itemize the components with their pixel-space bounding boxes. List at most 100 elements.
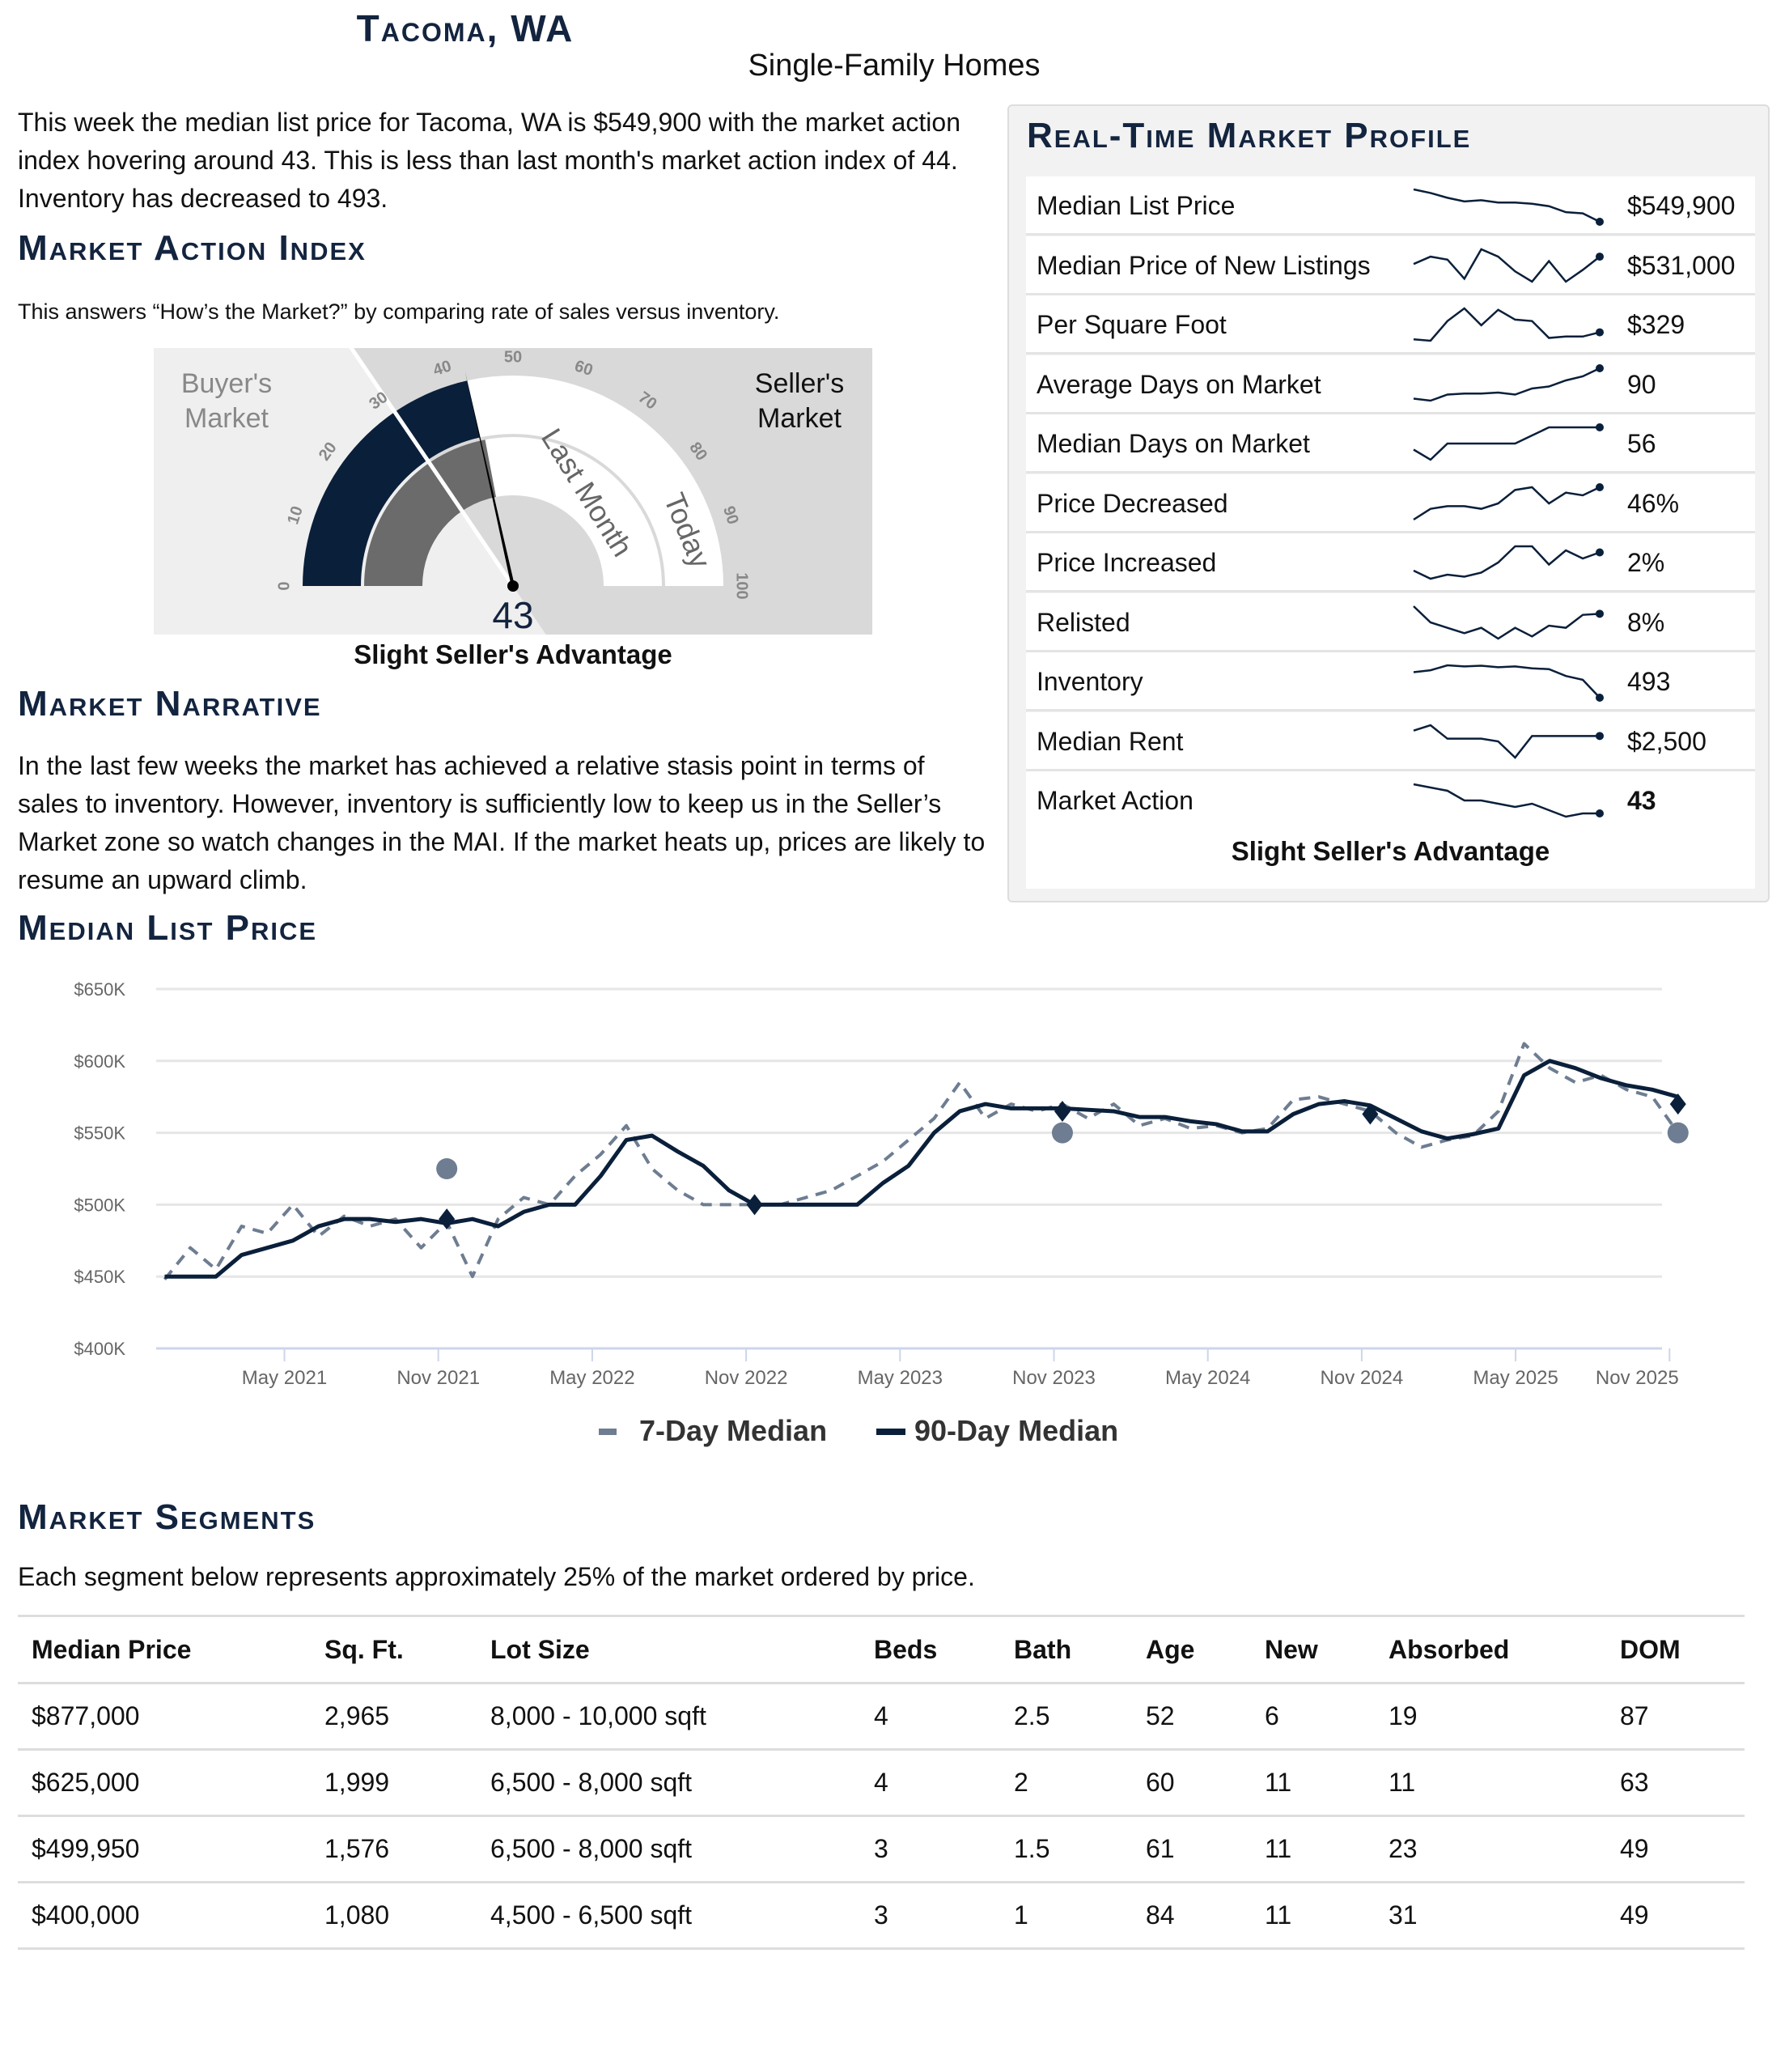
gauge-status: Slight Seller's Advantage (354, 639, 672, 669)
gauge-tick-label: 0 (275, 581, 293, 590)
sparkline-line (1413, 724, 1600, 759)
threshold-divider (349, 348, 515, 588)
90-day-marker (1669, 1093, 1686, 1115)
sparkline-end-dot (1596, 423, 1604, 431)
profile-label: Median Days on Market (1037, 429, 1310, 458)
sparkline (1413, 482, 1604, 520)
sparkline-end-dot (1596, 252, 1604, 261)
table-cell: 1,080 (311, 1882, 477, 1950)
profile-row: Inventory 493 (1026, 652, 1755, 711)
profile-status: Slight Seller's Advantage (1026, 818, 1755, 889)
column-header: New (1251, 1615, 1375, 1684)
profile-value: 493 (1627, 667, 1671, 696)
profile-row: Price Increased 2% (1026, 533, 1755, 592)
x-tick-label: May 2021 (242, 1367, 327, 1389)
x-tick-label: Nov 2021 (396, 1367, 480, 1389)
profile-label: Price Increased (1037, 548, 1217, 577)
profile-label: Average Days on Market (1037, 369, 1321, 399)
series-90-day-line (164, 1059, 1679, 1279)
table-row: $625,000 1,999 6,500 - 8,000 sqft 4 2 60 11 11 6… (18, 1749, 1745, 1817)
table-cell: 49 (1606, 1882, 1745, 1950)
table-cell: $499,950 (18, 1815, 311, 1883)
90-day-marker (439, 1208, 456, 1230)
column-header: Absorbed (1375, 1615, 1606, 1684)
today-arc-fill (303, 380, 480, 586)
sparkline (1413, 664, 1604, 702)
x-tick-label: May 2025 (1473, 1367, 1558, 1389)
table-cell: 31 (1375, 1882, 1606, 1950)
table-cell: 11 (1375, 1749, 1606, 1817)
legend-90-day-symbol (876, 1429, 905, 1435)
segments-description: Each segment below represents approximat… (18, 1562, 975, 1591)
table-cell: 1.5 (1000, 1815, 1132, 1883)
90-day-marker (1054, 1100, 1071, 1122)
table-cell: 49 (1606, 1815, 1745, 1883)
sparkline-line (1413, 247, 1601, 283)
profile-value: 8% (1627, 607, 1665, 637)
sparkline-end-dot (1596, 482, 1604, 491)
table-cell: 84 (1132, 1882, 1251, 1950)
table-cell: 8,000 - 10,000 sqft (477, 1683, 860, 1751)
narrative-text: In the last few weeks the market has ach… (18, 751, 986, 894)
profile-label: Price Decreased (1037, 488, 1228, 518)
table-cell: 6,500 - 8,000 sqft (477, 1815, 860, 1883)
90-day-marker (1362, 1103, 1379, 1125)
buyer-market-label: Market (184, 403, 269, 434)
seller-market-label: Seller's (755, 368, 844, 399)
sparkline-line (1413, 605, 1601, 639)
table-cell: 63 (1606, 1749, 1745, 1817)
column-header: Bath (1000, 1615, 1132, 1684)
table-cell: 2,965 (311, 1683, 477, 1751)
profile-value: $2,500 (1627, 726, 1707, 756)
profile-label: Per Square Foot (1037, 310, 1227, 339)
7-day-marker (1051, 1122, 1073, 1144)
x-tick-label: Nov 2024 (1321, 1367, 1404, 1389)
sparkline-end-dot (1596, 809, 1604, 817)
column-header: Beds (860, 1615, 1000, 1684)
sparkline-end-dot (1596, 363, 1604, 372)
profile-label: Inventory (1037, 667, 1143, 696)
legend-7-day: 7-Day Median (639, 1414, 827, 1447)
table-cell: $877,000 (18, 1683, 311, 1751)
table-cell: 1,576 (311, 1815, 477, 1883)
column-header: DOM (1606, 1615, 1745, 1684)
sparkline (1413, 363, 1604, 401)
table-cell: 6,500 - 8,000 sqft (477, 1749, 860, 1817)
profile-value: $329 (1627, 310, 1685, 339)
table-cell: $400,000 (18, 1882, 311, 1950)
column-header: Lot Size (477, 1615, 860, 1684)
table-cell: $625,000 (18, 1749, 311, 1817)
sparkline-line (1413, 426, 1600, 461)
last-month-arc-fill (364, 439, 497, 586)
seller-market-label: Market (757, 403, 842, 434)
profile-row: Median List Price $549,900 (1026, 176, 1755, 236)
median-list-price-chart: $400K $450K $500K $550K $600K $650K May 2021 No… (74, 979, 1689, 1447)
sparkline-end-dot (1596, 731, 1604, 740)
table-cell: 3 (860, 1815, 1000, 1883)
table-row: $499,950 1,576 6,500 - 8,000 sqft 3 1.5 61 11 2… (18, 1815, 1745, 1883)
table-cell: 60 (1132, 1749, 1251, 1817)
table-cell: 4,500 - 6,500 sqft (477, 1882, 860, 1950)
table-row: $400,000 1,080 4,500 - 6,500 sqft 3 1 84 11 31 4… (18, 1882, 1745, 1950)
sparkline-line (1413, 486, 1601, 520)
table-cell: 11 (1251, 1815, 1375, 1883)
series-7-day-line (163, 1042, 1680, 1281)
gauge-needle (464, 371, 516, 592)
table-cell: 11 (1251, 1882, 1375, 1950)
7-day-marker (1667, 1122, 1689, 1144)
market-profile-panel: Real-Time Market Profile Median List Pri… (1007, 104, 1770, 902)
table-cell: 1 (1000, 1882, 1132, 1950)
y-tick-label: $600K (74, 1051, 125, 1072)
sparkline-line (1413, 664, 1601, 698)
table-cell: 87 (1606, 1683, 1745, 1751)
gauge-value: 43 (492, 594, 533, 635)
x-tick-label: Nov 2023 (1012, 1367, 1096, 1389)
segments-table: Median Price Sq. Ft. Lot Size Beds Bath Age Ne… (18, 1615, 1745, 1950)
y-tick-label: $550K (74, 1123, 125, 1144)
sparkline-end-dot (1596, 609, 1604, 618)
7-day-marker (436, 1158, 458, 1179)
table-cell: 23 (1375, 1815, 1606, 1883)
sparkline-line (1413, 367, 1601, 401)
profile-label: Median List Price (1037, 191, 1236, 220)
